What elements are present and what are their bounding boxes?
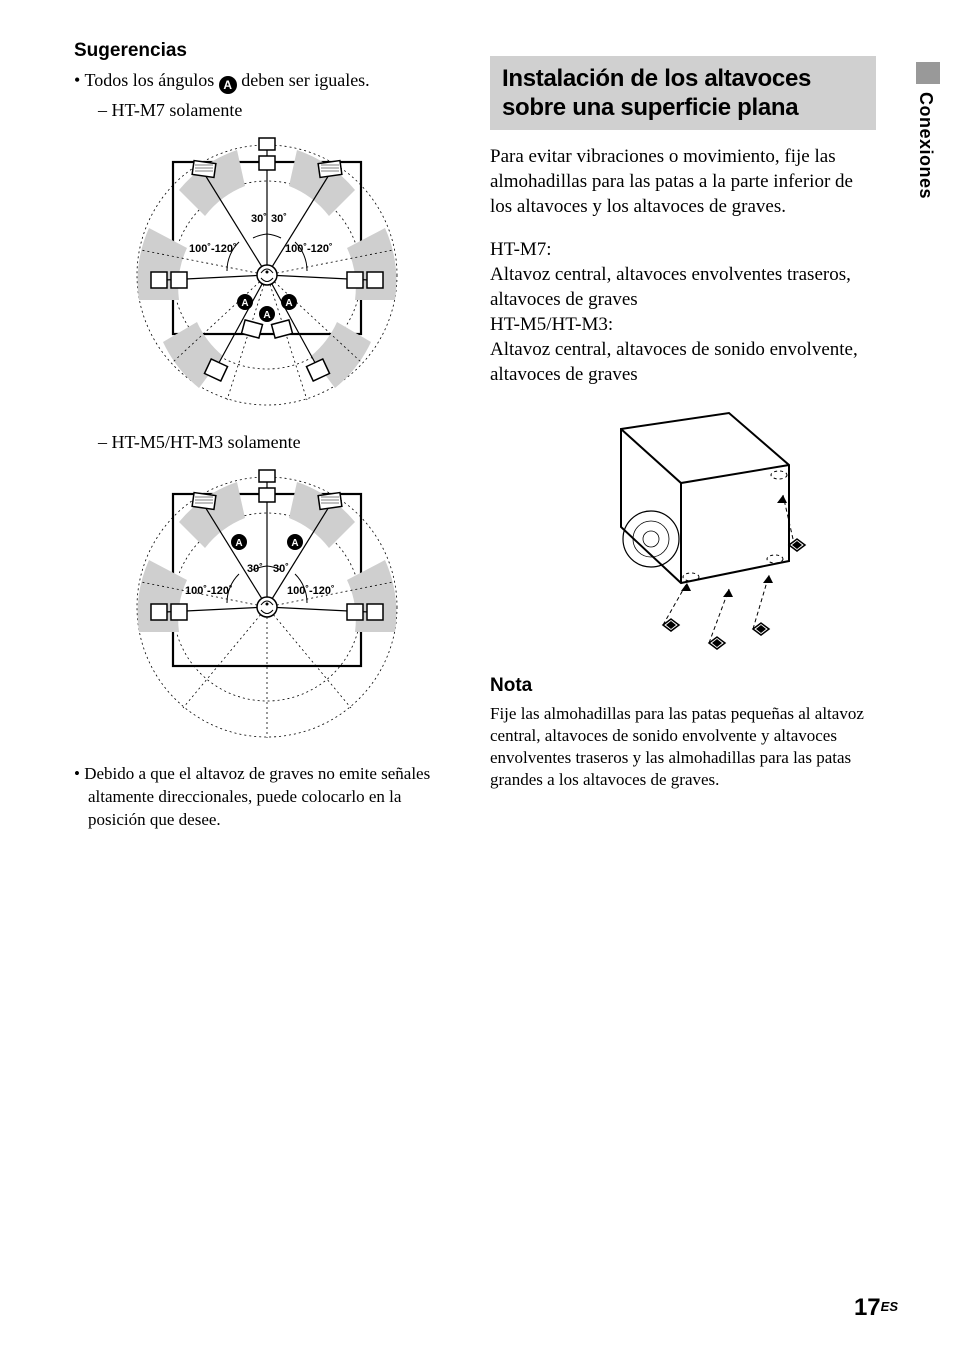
angle-100-right: 100˚-120˚ <box>285 243 333 255</box>
m7-heading: HT-M7: <box>490 239 552 260</box>
heading-nota: Nota <box>490 675 876 697</box>
m5-text: Altavoz central, altavoces de sonido env… <box>490 339 858 385</box>
angle-30-left: 30˚ <box>251 213 267 225</box>
speaker-layout-m7-svg: A A A 30˚ 30˚ 100˚-120˚ 100˚-120˚ <box>127 130 407 420</box>
svg-text:A: A <box>235 538 242 549</box>
section-title: Instalación de los altavoces sobre una s… <box>502 64 864 122</box>
badge-a-icon: A <box>219 76 237 94</box>
bullet-angles-post: deben ser iguales. <box>241 70 369 90</box>
angle-100-left: 100˚-120˚ <box>189 243 237 255</box>
left-column: Sugerencias • Todos los ángulos A deben … <box>74 40 460 848</box>
section-banner-install: Instalación de los altavoces sobre una s… <box>490 56 876 130</box>
model-list: HT-M7: Altavoz central, altavoces envolv… <box>490 237 876 387</box>
m5-heading: HT-M5/HT-M3: <box>490 314 613 335</box>
diagram-m5m3: A A 30˚ 30˚ 100˚-120˚ 100˚-120˚ <box>74 462 460 752</box>
heading-sugerencias: Sugerencias <box>74 40 460 62</box>
page-number: 17ES <box>854 1294 898 1322</box>
svg-text:A: A <box>285 298 292 309</box>
speaker-layout-m5m3-svg: A A 30˚ 30˚ 100˚-120˚ 100˚-120˚ <box>127 462 407 752</box>
svg-text:A: A <box>263 310 270 321</box>
angle-30-right: 30˚ <box>271 213 287 225</box>
diagram-speaker-pads <box>490 405 876 665</box>
page-content: Sugerencias • Todos los ángulos A deben … <box>0 0 954 888</box>
subhead-m5m3: – HT-M5/HT-M3 solamente <box>98 430 460 454</box>
bullet-subwoofer: • Debido a que el altavoz de graves no e… <box>74 762 460 831</box>
nota-text: Fije las almohadillas para las patas peq… <box>490 703 876 791</box>
m7-text: Altavoz central, altavoces envolventes t… <box>490 264 851 310</box>
right-column: Instalación de los altavoces sobre una s… <box>490 40 876 848</box>
svg-text:30˚: 30˚ <box>247 563 263 575</box>
page-number-suffix: ES <box>881 1299 898 1314</box>
intro-paragraph: Para evitar vibraciones o movimiento, fi… <box>490 144 876 219</box>
bullet-angles-pre: • Todos los ángulos <box>74 70 219 90</box>
svg-text:30˚: 30˚ <box>273 563 289 575</box>
svg-text:A: A <box>291 538 298 549</box>
subhead-m7: – HT-M7 solamente <box>98 98 460 122</box>
bullet-angles: • Todos los ángulos A deben ser iguales. <box>74 68 460 94</box>
svg-text:100˚-120˚: 100˚-120˚ <box>185 585 233 597</box>
diagram-m7: A A A 30˚ 30˚ 100˚-120˚ 100˚-120˚ <box>74 130 460 420</box>
speaker-pads-svg <box>553 405 813 665</box>
svg-text:A: A <box>241 298 248 309</box>
svg-text:100˚-120˚: 100˚-120˚ <box>287 585 335 597</box>
page-number-main: 17 <box>854 1294 881 1321</box>
